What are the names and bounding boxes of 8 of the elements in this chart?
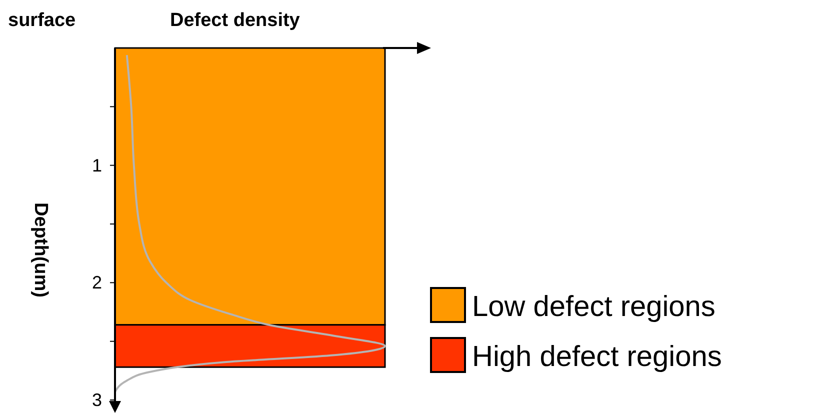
- y-tick-label: 3: [92, 390, 102, 410]
- y-tick-label: 2: [92, 272, 102, 293]
- y-tick-label: 1: [92, 155, 102, 176]
- text: surface: [8, 10, 76, 32]
- band-label: Low defect regions: [472, 291, 716, 323]
- x-axis-title: Defect density: [170, 10, 300, 32]
- y-axis-title: Depth(um): [29, 202, 51, 298]
- band-label: High defect regions: [472, 341, 722, 373]
